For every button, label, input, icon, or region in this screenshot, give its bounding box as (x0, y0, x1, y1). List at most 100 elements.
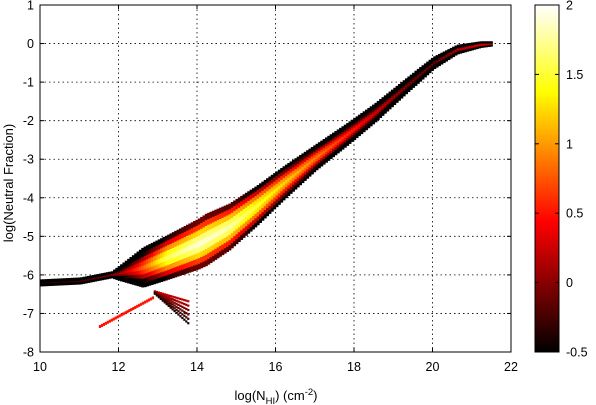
heatmap-cell (98, 277, 102, 280)
heatmap-cell (77, 278, 81, 280)
heatmap-cell (164, 245, 168, 252)
heatmap-cell (284, 182, 288, 188)
heatmap-cell (167, 294, 170, 297)
heatmap-cell (221, 211, 225, 218)
heatmap-cell (181, 237, 185, 244)
heatmap-cell (132, 306, 135, 310)
heatmap-cell (440, 53, 444, 56)
heatmap-cell (204, 242, 208, 249)
heatmap-cell (259, 191, 262, 197)
heatmap-cell (47, 284, 51, 286)
heatmap-cell (485, 46, 489, 48)
heatmap-cell (393, 100, 397, 104)
heatmap-cell (94, 275, 98, 277)
heatmap-cell (82, 278, 86, 281)
heatmap-cell (124, 272, 128, 276)
heatmap-cell (143, 255, 147, 261)
heatmap-cell (379, 111, 383, 114)
heatmap-cell (80, 282, 83, 284)
heatmap-cell (65, 278, 69, 280)
heatmap-cell (190, 265, 194, 272)
heatmap-cell (454, 52, 458, 55)
heatmap-cell (308, 151, 312, 156)
heatmap-cell (54, 279, 58, 281)
heatmap-cell (463, 50, 467, 53)
heatmap-cell (256, 198, 260, 204)
heatmap-cell (268, 192, 272, 198)
heatmap-cell (72, 283, 76, 285)
heatmap-cell (160, 271, 164, 278)
heatmap-cell (360, 115, 364, 119)
heatmap-cell (421, 69, 425, 72)
heatmap-cell (223, 221, 227, 228)
heatmap-cell (353, 122, 357, 126)
heatmap-cell (218, 207, 222, 214)
heatmap-cell (275, 202, 279, 208)
heatmap-cell (379, 103, 383, 106)
heatmap-cell (96, 278, 100, 280)
heatmap-cell (339, 135, 343, 139)
heatmap-cell (416, 80, 420, 83)
heatmap-cell (266, 182, 270, 188)
heatmap-cell (159, 293, 162, 296)
heatmap-cell (419, 77, 423, 81)
heatmap-cell (223, 242, 227, 249)
heatmap-cell (423, 67, 427, 70)
heatmap-cell (402, 92, 406, 95)
heatmap-cell (209, 211, 213, 218)
heatmap-cell (77, 281, 81, 284)
heatmap-cell (80, 277, 83, 279)
heatmap-cell (329, 153, 333, 157)
heatmap-cell (426, 67, 430, 70)
heatmap-cell (303, 154, 307, 159)
heatmap-cell (334, 152, 338, 156)
heatmap-cell (390, 95, 394, 98)
heatmap-cell (414, 72, 418, 75)
heatmap-cell (353, 137, 357, 140)
heatmap-cell (379, 113, 383, 116)
heatmap-cell (397, 87, 401, 90)
heatmap-cell (468, 43, 472, 46)
heatmap-cell (259, 213, 262, 219)
heatmap-cell (169, 243, 173, 249)
heatmap-cell (329, 134, 333, 138)
heatmap-cell (143, 268, 147, 274)
heatmap-cell (414, 83, 418, 86)
heatmap-cell (42, 280, 46, 283)
heatmap-cell (376, 117, 380, 121)
heatmap-cell (379, 109, 383, 112)
heatmap-cell (461, 46, 465, 49)
heatmap-cell (77, 277, 81, 279)
heatmap-cell (187, 300, 190, 303)
heatmap-cell (136, 270, 140, 275)
heatmap-cell (273, 188, 277, 194)
heatmap-cell (303, 177, 307, 181)
heatmap-cell (171, 300, 174, 303)
heatmap-cell (407, 86, 411, 89)
heatmap-cell (160, 276, 164, 282)
heatmap-cell (308, 166, 312, 171)
heatmap-cell (468, 48, 472, 51)
heatmap-cell (94, 276, 98, 278)
heatmap-cell (287, 191, 291, 197)
heatmap-cell (459, 52, 463, 54)
heatmap-cell (145, 245, 149, 251)
heatmap-cell (204, 219, 208, 226)
heatmap-cell (336, 147, 340, 151)
heatmap-cell (51, 281, 55, 283)
heatmap-cell (315, 146, 319, 151)
heatmap-cell (324, 137, 328, 141)
heatmap-cell (256, 207, 260, 213)
heatmap-cell (402, 88, 406, 92)
heatmap-cell (263, 192, 267, 198)
heatmap-cell (405, 81, 408, 85)
heatmap-cell (89, 277, 93, 279)
heatmap-cell (211, 249, 215, 256)
heatmap-cell (142, 301, 145, 305)
heatmap-cell (218, 218, 222, 225)
heatmap-cell (315, 143, 319, 148)
heatmap-cell (56, 279, 60, 281)
heatmap-cell (350, 124, 354, 128)
heatmap-cell (244, 221, 248, 227)
grid (40, 5, 511, 352)
